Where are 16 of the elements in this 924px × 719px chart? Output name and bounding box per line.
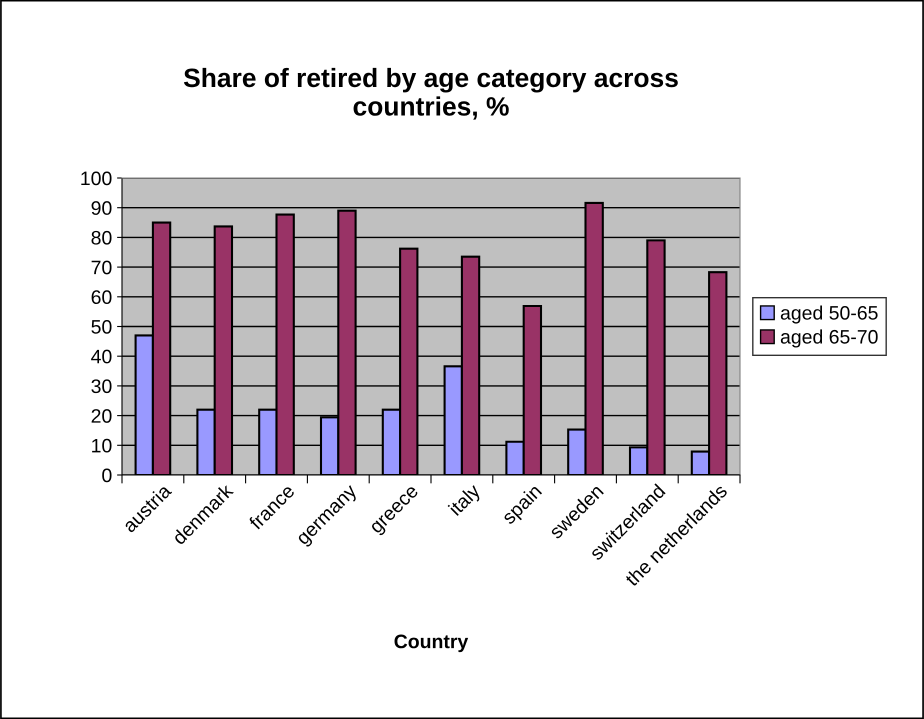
y-tick-label: 20 [92,409,112,423]
y-tick-label: 30 [91,379,112,394]
legend-label: aged 65-70 [780,329,878,348]
y-tick-label: 80 [91,230,112,245]
legend-label: aged 50-65 [780,305,878,324]
y-tick-label: 0 [102,468,112,482]
chart-title: Share of retired by age category across countries, % [184,68,678,120]
y-tick-label: 50 [91,320,112,334]
x-axis-title: Country [394,634,468,652]
y-tick-label: 40 [91,350,112,364]
x-tick-label: italy [448,482,484,519]
y-tick-label: 70 [92,260,112,274]
y-tick-label: 90 [92,201,112,215]
y-tick-label: 10 [92,438,112,453]
y-tick-label: 60 [92,290,112,304]
y-tick-label: 100 [81,171,112,186]
